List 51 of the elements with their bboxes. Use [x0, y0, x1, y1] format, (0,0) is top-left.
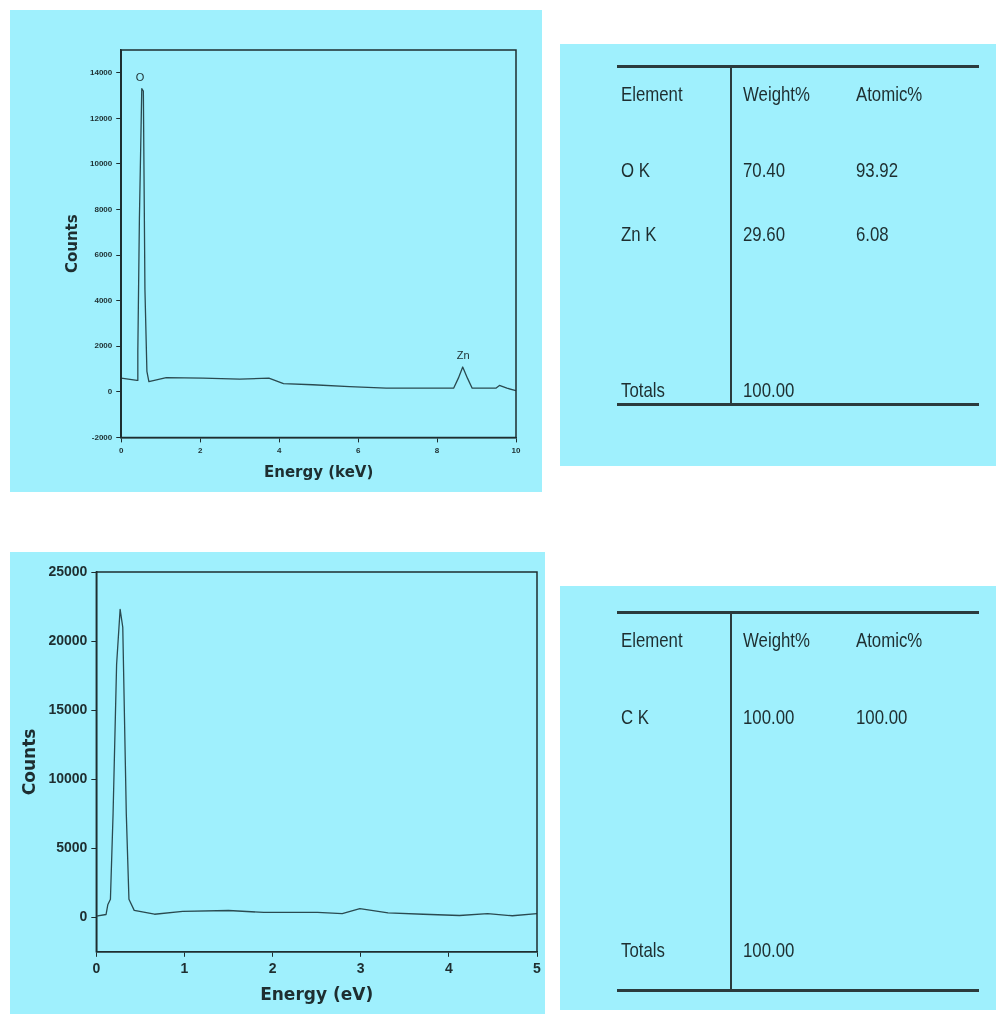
- category-label: O K: [621, 157, 650, 182]
- series-label: Weight%: [743, 628, 811, 653]
- x-tick-label: 6: [355, 446, 361, 456]
- data-label: 93.92: [856, 157, 899, 182]
- x-tick-label: 10: [511, 446, 521, 456]
- category-label: Totals: [621, 378, 665, 403]
- text: Element: [621, 81, 683, 106]
- category-label: Zn K: [621, 221, 657, 246]
- y-tick-label: 12000: [90, 113, 113, 123]
- y-tick-label: 20000: [48, 631, 88, 648]
- y-tick-label: 0: [79, 908, 88, 925]
- text: Atomic%: [856, 628, 923, 653]
- y-tick-label: 4000: [94, 295, 113, 305]
- x-axis-title: Energy (keV): [263, 462, 374, 481]
- y-tick-label: 14000: [90, 67, 113, 77]
- x-tick-label: 2: [268, 960, 277, 977]
- data-label: 6.08: [856, 221, 890, 246]
- x-tick-label: 3: [356, 960, 365, 977]
- x-tick-label: 2: [197, 446, 203, 456]
- x-tick-label: 0: [119, 446, 125, 456]
- y-tick-label: -2000: [91, 432, 113, 442]
- y-tick-label: 6000: [94, 250, 113, 260]
- x-tick-label: 1: [180, 960, 189, 977]
- x-tick-label: 5: [533, 960, 542, 977]
- data-label: 100.00: [743, 378, 795, 403]
- y-tick-label: 25000: [48, 562, 88, 579]
- y-axis-title: Counts: [18, 728, 39, 796]
- text: Atomic%: [856, 81, 923, 106]
- x-tick-label: 4: [444, 960, 453, 977]
- annotation: O: [135, 70, 145, 83]
- x-axis-title: Energy (eV): [260, 984, 374, 1005]
- y-axis-title: Counts: [62, 214, 81, 274]
- y-tick-label: 5000: [56, 839, 88, 856]
- annotation: Zn: [456, 348, 470, 361]
- x-tick-label: 8: [434, 446, 440, 456]
- data-label: 100.00: [743, 704, 795, 729]
- y-tick-label: 0: [107, 387, 113, 397]
- y-tick-label: 15000: [48, 700, 88, 717]
- y-tick-label: 2000: [94, 341, 113, 351]
- data-label: 70.40: [743, 157, 786, 182]
- y-tick-label: 10000: [90, 159, 113, 169]
- data-label: 100.00: [856, 704, 908, 729]
- x-tick-label: 4: [276, 446, 282, 456]
- category-label: Totals: [621, 937, 665, 962]
- data-label: 100.00: [743, 937, 795, 962]
- series-label: Weight%: [743, 81, 811, 106]
- data-label: 29.60: [743, 221, 786, 246]
- text: Element: [621, 628, 683, 653]
- y-tick-label: 10000: [48, 770, 88, 787]
- y-tick-label: 8000: [94, 204, 113, 214]
- category-label: C K: [621, 704, 650, 729]
